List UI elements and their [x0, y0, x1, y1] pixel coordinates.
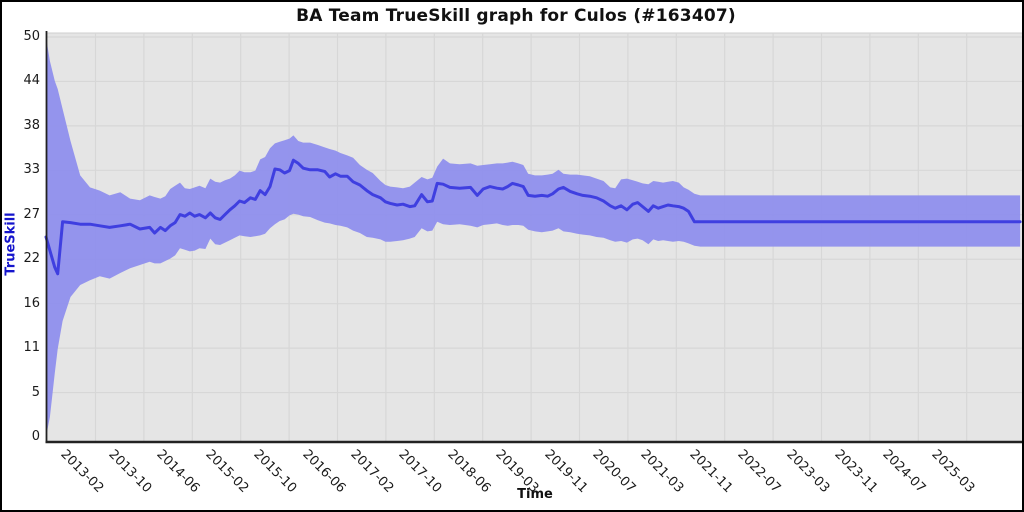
y-tick-label: 5: [31, 384, 40, 400]
uncertainty-band: [46, 37, 1021, 437]
y-tick-label: 11: [23, 340, 40, 356]
y-tick-label: 38: [23, 117, 40, 133]
y-tick-label: 50: [23, 29, 40, 44]
trueskill-line: [44, 158, 1022, 276]
x-axis-label: Time: [517, 487, 553, 502]
y-tick-label: 0: [31, 429, 40, 444]
chart-title: BA Team TrueSkill graph for Culos (#1634…: [296, 6, 736, 26]
y-tick-label: 22: [23, 251, 40, 267]
y-tick-label: 33: [23, 162, 40, 178]
y-tick-label: 27: [23, 206, 40, 222]
y-tick-label: 16: [23, 295, 40, 311]
y-tick-label: 44: [23, 73, 40, 89]
